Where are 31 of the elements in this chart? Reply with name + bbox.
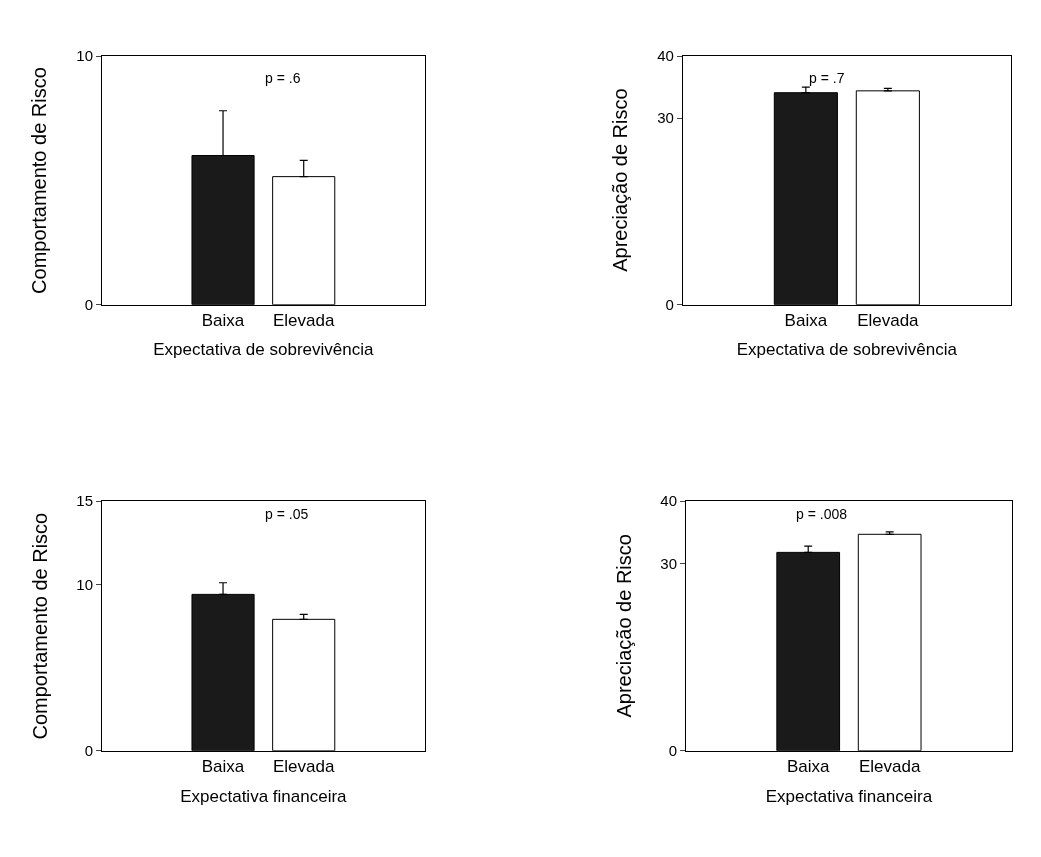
annotation: p = .7 bbox=[809, 70, 845, 86]
y-axis-title: Comportamento de Risco bbox=[28, 512, 51, 740]
x-tick-label: Baixa bbox=[786, 757, 831, 777]
y-tick-label: 10 bbox=[76, 47, 94, 65]
y-tick-label: 0 bbox=[668, 741, 678, 759]
annotation: p = .6 bbox=[265, 70, 301, 86]
y-tick-label: 10 bbox=[76, 575, 94, 593]
x-tick-label: Elevada bbox=[272, 311, 335, 331]
x-axis-title: Expectativa financeira bbox=[180, 786, 348, 806]
annotation: p = .05 bbox=[265, 506, 309, 522]
y-axis-title: Apreciação de Risco bbox=[609, 88, 632, 272]
x-axis-title: Expectativa de sobrevivência bbox=[736, 340, 958, 360]
y-axis-title: Apreciação de Risco bbox=[612, 534, 635, 718]
x-tick-label: Baixa bbox=[784, 311, 828, 331]
x-tick-label: Elevada bbox=[858, 757, 921, 777]
x-tick-label: Elevada bbox=[857, 311, 920, 331]
x-tick-label: Baixa bbox=[201, 311, 245, 331]
y-tick-label: 0 bbox=[665, 295, 674, 313]
x-tick-label: Baixa bbox=[201, 757, 245, 777]
x-axis-title: Expectativa financeira bbox=[765, 786, 933, 806]
y-tick-label: 0 bbox=[84, 295, 94, 313]
annotation: p = .008 bbox=[796, 506, 848, 522]
y-tick-label: 40 bbox=[660, 492, 678, 510]
y-tick-label: 40 bbox=[657, 47, 674, 65]
y-axis-title: Comportamento de Risco bbox=[28, 67, 51, 294]
x-axis-title: Expectativa de sobrevivência bbox=[153, 340, 374, 360]
x-tick-label: Elevada bbox=[272, 757, 335, 777]
y-tick-label: 30 bbox=[657, 109, 674, 127]
y-tick-label: 30 bbox=[660, 554, 678, 572]
y-tick-label: 15 bbox=[76, 492, 94, 510]
y-tick-label: 0 bbox=[84, 741, 94, 759]
